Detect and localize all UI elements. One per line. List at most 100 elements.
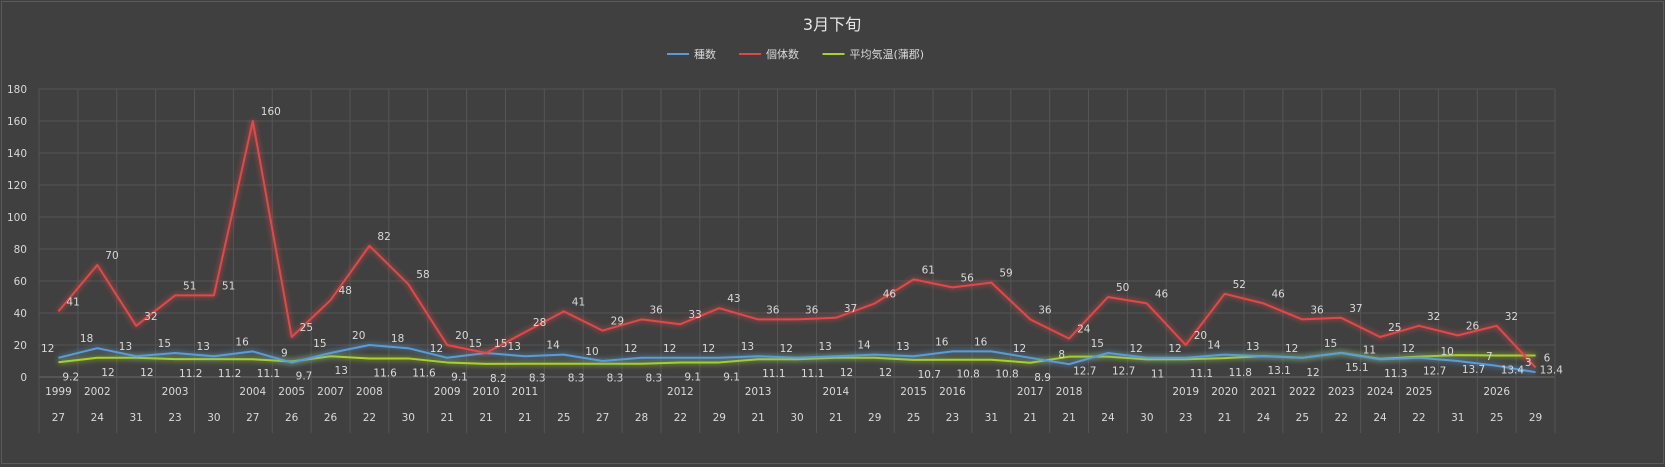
data-label-series-2: 12 bbox=[840, 367, 853, 379]
data-label-series-2: 13.7 bbox=[1462, 364, 1485, 376]
x-tick-day: 27 bbox=[52, 412, 65, 424]
data-label-series-0: 12 bbox=[1285, 343, 1298, 355]
data-label-series-2: 11.6 bbox=[412, 367, 436, 379]
data-label-series-1: 82 bbox=[377, 231, 390, 243]
data-label-series-0: 11 bbox=[1363, 344, 1376, 356]
data-label-series-1: 59 bbox=[999, 268, 1012, 280]
data-label-series-2: 10.8 bbox=[956, 369, 979, 381]
x-tick-day: 24 bbox=[1257, 412, 1271, 424]
x-tick-day: 31 bbox=[985, 412, 998, 424]
y-tick-label: 80 bbox=[14, 244, 27, 256]
x-tick-year: 2009 bbox=[434, 386, 461, 398]
x-tick-day: 21 bbox=[829, 412, 842, 424]
data-label-series-1: 61 bbox=[922, 264, 935, 276]
x-tick-day: 27 bbox=[596, 412, 609, 424]
x-tick-day: 23 bbox=[168, 412, 181, 424]
x-tick-day: 30 bbox=[207, 412, 220, 424]
x-tick-year: 2012 bbox=[667, 386, 694, 398]
x-tick-day: 29 bbox=[868, 412, 881, 424]
x-tick-day: 21 bbox=[1218, 412, 1231, 424]
data-label-series-2: 11.6 bbox=[373, 367, 397, 379]
data-label-series-2: 13 bbox=[335, 365, 348, 377]
data-label-series-0: 16 bbox=[935, 336, 949, 348]
data-label-series-0: 10 bbox=[1440, 346, 1453, 358]
data-label-series-2: 12.7 bbox=[1073, 366, 1096, 378]
x-tick-day: 21 bbox=[751, 412, 764, 424]
data-label-series-2: 13.1 bbox=[1267, 365, 1290, 377]
x-tick-year: 2020 bbox=[1211, 386, 1238, 398]
data-label-series-2: 8.2 bbox=[490, 373, 507, 385]
x-tick-day: 23 bbox=[946, 412, 959, 424]
data-label-series-2: 13.4 bbox=[1501, 365, 1525, 377]
data-label-series-0: 20 bbox=[352, 330, 365, 342]
x-tick-day: 21 bbox=[1024, 412, 1037, 424]
data-label-series-2: 11.3 bbox=[1384, 368, 1407, 380]
series-line-0 bbox=[58, 344, 1536, 374]
data-label-series-0: 13 bbox=[119, 341, 132, 353]
data-label-series-1: 6 bbox=[1544, 352, 1551, 364]
y-tick-label: 160 bbox=[7, 116, 27, 128]
data-label-series-1: 33 bbox=[688, 309, 701, 321]
data-label-series-2: 13.4 bbox=[1540, 365, 1564, 377]
y-tick-label: 20 bbox=[14, 340, 27, 352]
x-tick-year: 2008 bbox=[356, 386, 383, 398]
data-label-series-2: 11 bbox=[1151, 368, 1164, 380]
x-tick-day: 21 bbox=[1062, 412, 1075, 424]
data-label-series-0: 14 bbox=[546, 340, 560, 352]
x-tick-year: 2017 bbox=[1017, 386, 1044, 398]
data-label-series-1: 24 bbox=[1077, 324, 1091, 336]
x-tick-year: 2010 bbox=[473, 386, 500, 398]
data-label-series-1: 160 bbox=[261, 106, 281, 118]
x-tick-day: 31 bbox=[1451, 412, 1464, 424]
x-tick-year: 1999 bbox=[45, 386, 72, 398]
data-label-series-1: 36 bbox=[1038, 304, 1052, 316]
series-lines bbox=[57, 120, 1537, 374]
x-tick-day: 29 bbox=[1529, 412, 1542, 424]
data-label-series-2: 8.9 bbox=[1034, 372, 1051, 384]
y-tick-label: 140 bbox=[7, 148, 27, 160]
data-label-series-0: 18 bbox=[80, 333, 93, 345]
series-line-1 bbox=[57, 120, 1537, 369]
x-tick-day: 21 bbox=[518, 412, 531, 424]
data-label-series-0: 15 bbox=[313, 338, 326, 350]
data-label-series-2: 11.1 bbox=[762, 368, 785, 380]
x-tick-year: 2019 bbox=[1172, 386, 1199, 398]
gridlines bbox=[38, 88, 1556, 433]
data-label-series-2: 12 bbox=[1306, 367, 1319, 379]
data-label-series-0: 13 bbox=[508, 341, 521, 353]
data-label-series-1: 46 bbox=[883, 288, 897, 300]
data-label-series-0: 16 bbox=[235, 336, 249, 348]
data-label-series-1: 26 bbox=[1466, 320, 1480, 332]
y-tick-label: 120 bbox=[7, 180, 27, 192]
data-label-series-2: 9.1 bbox=[684, 371, 701, 383]
x-tick-day: 30 bbox=[402, 412, 415, 424]
x-tick-day: 28 bbox=[635, 412, 648, 424]
data-label-series-0: 12 bbox=[702, 343, 715, 355]
data-label-series-1: 15 bbox=[494, 338, 507, 350]
x-tick-day: 30 bbox=[1140, 412, 1153, 424]
data-label-series-1: 48 bbox=[339, 285, 352, 297]
data-label-series-1: 36 bbox=[766, 304, 780, 316]
data-label-series-0: 10 bbox=[585, 346, 598, 358]
x-tick-year: 2026 bbox=[1483, 386, 1510, 398]
y-tick-label: 180 bbox=[7, 84, 27, 96]
data-label-series-1: 43 bbox=[727, 293, 740, 305]
x-tick-day: 21 bbox=[440, 412, 453, 424]
data-label-series-0: 12 bbox=[780, 343, 793, 355]
data-label-series-0: 15 bbox=[469, 338, 482, 350]
data-label-series-1: 50 bbox=[1116, 282, 1129, 294]
x-tick-day: 25 bbox=[1296, 412, 1309, 424]
x-tick-year: 2018 bbox=[1056, 386, 1083, 398]
data-label-series-1: 36 bbox=[1310, 304, 1324, 316]
data-label-series-2: 9.1 bbox=[723, 371, 740, 383]
data-label-series-0: 14 bbox=[857, 340, 871, 352]
data-label-series-0: 8 bbox=[1058, 349, 1065, 361]
x-tick-day: 27 bbox=[246, 412, 259, 424]
data-label-series-0: 18 bbox=[391, 333, 404, 345]
x-tick-day: 21 bbox=[479, 412, 492, 424]
x-tick-year: 2016 bbox=[939, 386, 966, 398]
data-label-series-0: 13 bbox=[818, 341, 831, 353]
data-label-series-0: 14 bbox=[1207, 340, 1221, 352]
data-label-series-0: 9 bbox=[281, 348, 288, 360]
